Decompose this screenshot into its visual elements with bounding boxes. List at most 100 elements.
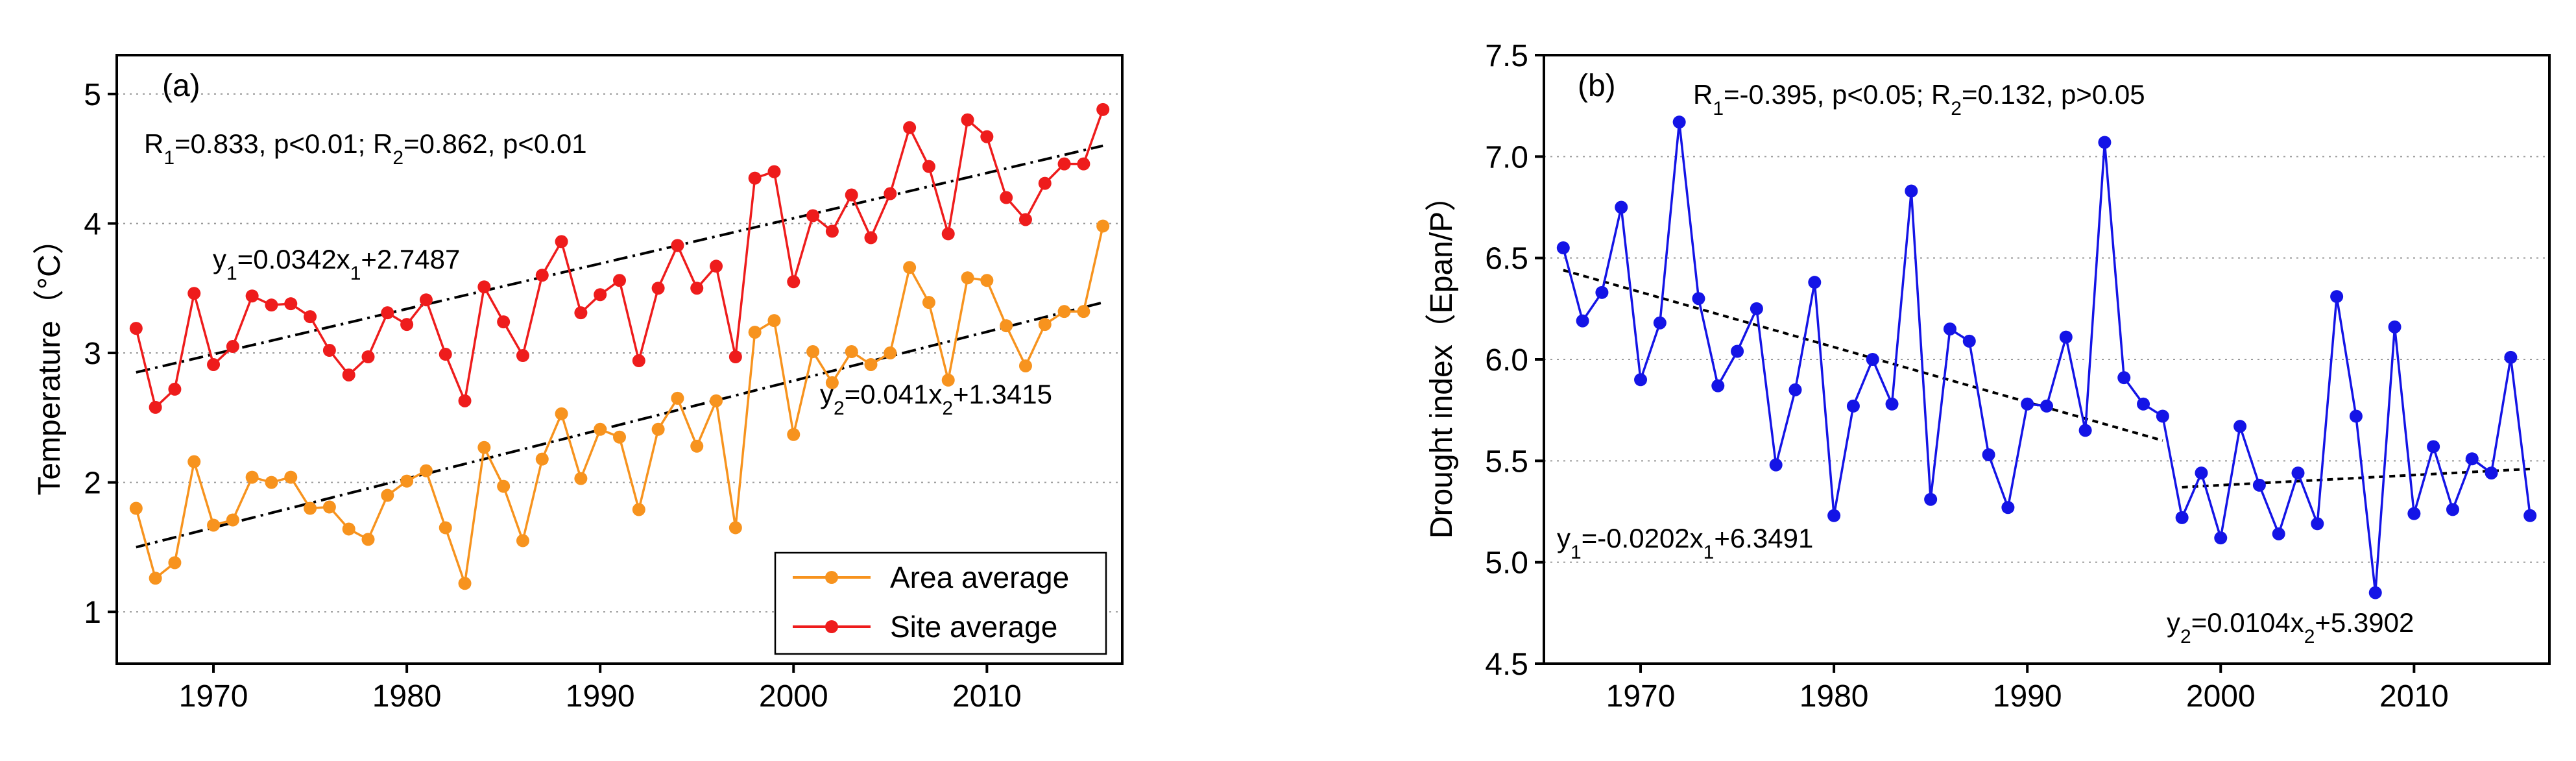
data-point-site-average-1997	[728, 350, 742, 364]
data-point-area-average-1973	[265, 476, 278, 489]
data-point-drought-index-2009	[2388, 320, 2401, 333]
data-point-drought-index-2015	[2504, 350, 2518, 364]
data-point-drought-index-2010	[2407, 507, 2421, 520]
data-point-site-average-2003	[845, 188, 858, 202]
x-tick-label: 1980	[1800, 679, 1869, 714]
data-point-area-average-1984	[477, 441, 491, 454]
data-point-site-average-1982	[439, 348, 452, 361]
data-point-area-average-1979	[381, 489, 394, 502]
data-point-drought-index-1975	[1731, 344, 1744, 358]
data-point-drought-index-2014	[2485, 466, 2498, 480]
data-point-site-average-1994	[671, 239, 684, 252]
data-point-area-average-1987	[535, 452, 549, 466]
data-point-drought-index-2003	[2272, 527, 2285, 540]
panel-b-correlation-annotation: R1=-0.395, p<0.05; R2=0.132, p>0.05	[1693, 79, 2145, 119]
data-point-site-average-1968	[168, 382, 182, 396]
data-point-drought-index-1968	[1595, 285, 1609, 299]
data-point-area-average-2004	[864, 357, 878, 371]
data-point-area-average-1970	[207, 518, 221, 532]
x-tick-label: 1980	[372, 679, 442, 714]
data-point-site-average-1978	[361, 350, 375, 364]
x-tick-label: 1990	[566, 679, 635, 714]
data-point-area-average-1993	[651, 422, 665, 436]
y-tick-label: 5	[84, 78, 101, 112]
y-tick-label: 2	[84, 466, 101, 501]
data-point-area-average-1985	[497, 479, 511, 493]
data-point-site-average-1993	[651, 282, 665, 295]
panel-b-y-axis-title: Drought index（Epan/P）	[1425, 180, 1459, 538]
data-point-area-average-2016	[1096, 219, 1110, 233]
y-tick-label: 1	[84, 596, 101, 630]
data-point-drought-index-1997	[2156, 409, 2169, 423]
data-point-site-average-2008	[941, 227, 955, 241]
legend-marker-area-average	[825, 571, 838, 584]
series-line-drought-index	[1562, 121, 2531, 594]
data-point-site-average-1969	[187, 287, 201, 300]
data-point-drought-index-1974	[1711, 379, 1725, 393]
data-point-site-average-2004	[864, 231, 878, 245]
x-tick-label: 1970	[179, 679, 248, 714]
panel-b-gridlines	[1544, 156, 2549, 563]
data-point-area-average-2002	[825, 376, 839, 389]
data-point-site-average-1998	[748, 171, 762, 185]
data-point-area-average-1976	[322, 500, 336, 514]
data-point-site-average-1989	[574, 306, 588, 320]
data-point-site-average-1985	[497, 315, 511, 329]
data-point-drought-index-2008	[2368, 586, 2382, 599]
data-point-area-average-2012	[1018, 359, 1032, 372]
data-point-drought-index-2012	[2446, 503, 2459, 516]
data-point-site-average-2013	[1038, 176, 1052, 190]
data-point-area-average-1972	[245, 470, 259, 484]
data-point-drought-index-1995	[2117, 371, 2131, 385]
data-point-drought-index-1987	[1962, 334, 1976, 348]
data-point-site-average-1977	[342, 368, 355, 381]
data-point-area-average-1995	[690, 439, 704, 453]
data-point-drought-index-2011	[2427, 440, 2440, 453]
data-point-area-average-1977	[342, 522, 355, 536]
data-point-area-average-1990	[594, 422, 607, 436]
data-point-drought-index-2005	[2311, 517, 2324, 531]
data-point-site-average-1990	[594, 288, 607, 302]
data-point-drought-index-1993	[2078, 424, 2092, 437]
data-point-site-average-1996	[710, 260, 723, 273]
data-point-site-average-2001	[806, 209, 820, 223]
data-point-site-average-1967	[149, 400, 162, 414]
legend-label-area-average: Area average	[890, 561, 1069, 594]
y-tick-label: 7.0	[1485, 140, 1528, 175]
panel-a-trendlines	[136, 144, 1103, 549]
panel-b-x-axis: 1970 1980 1990 2000 2010	[1606, 664, 2449, 714]
data-point-drought-index-1988	[1982, 448, 1995, 461]
data-point-site-average-1976	[322, 344, 336, 357]
data-point-area-average-2015	[1077, 305, 1090, 319]
data-point-drought-index-1998	[2175, 511, 2189, 524]
data-point-site-average-2010	[980, 130, 994, 143]
data-point-site-average-2002	[825, 224, 839, 238]
legend-frame	[774, 551, 1107, 655]
data-point-drought-index-1982	[1866, 353, 1879, 366]
x-tick-label: 2010	[2379, 679, 2449, 714]
data-point-drought-index-1992	[2059, 330, 2073, 344]
data-point-area-average-1971	[226, 513, 239, 527]
data-point-area-average-1998	[748, 326, 762, 339]
panel-a-x-axis: 1970 1980 1990 2000 2010	[179, 664, 1022, 714]
data-point-area-average-1978	[361, 533, 375, 546]
data-point-drought-index-1979	[1808, 276, 1822, 289]
panel-b-label: (b)	[1578, 69, 1616, 103]
data-point-area-average-1996	[710, 394, 723, 407]
panel-a-gridlines	[117, 93, 1122, 613]
data-point-drought-index-1990	[2021, 397, 2034, 411]
data-point-drought-index-1994	[2098, 136, 2112, 149]
data-point-site-average-2011	[1000, 191, 1013, 204]
legend-marker-site-average	[825, 620, 838, 633]
data-point-drought-index-1983	[1885, 397, 1899, 411]
data-point-site-average-2016	[1096, 103, 1110, 116]
data-point-area-average-1982	[439, 521, 452, 535]
data-point-area-average-1981	[419, 464, 433, 477]
y-tick-label: 4	[84, 207, 101, 241]
data-point-area-average-2006	[903, 261, 917, 274]
panel-b-series	[1556, 115, 2537, 599]
data-point-drought-index-1972	[1672, 115, 1686, 129]
data-point-site-average-1980	[400, 318, 414, 332]
data-point-drought-index-2016	[2523, 509, 2537, 522]
